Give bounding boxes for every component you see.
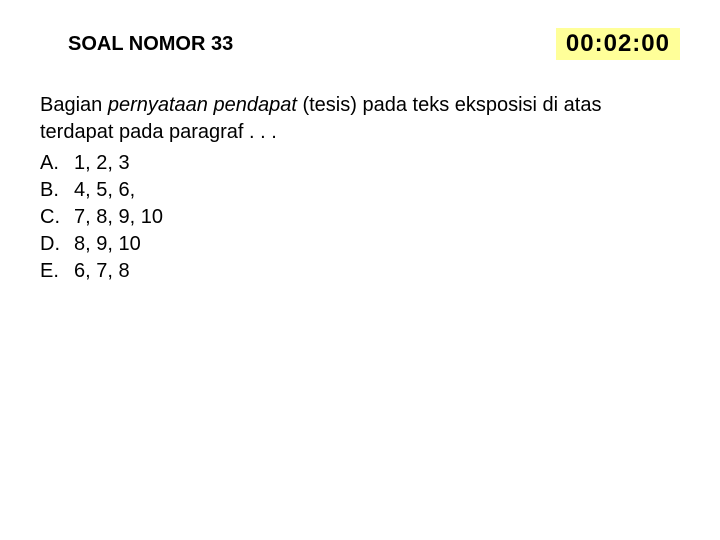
option-letter: E. — [40, 258, 74, 285]
question-italic: pernyataan pendapat — [108, 94, 297, 116]
option-e[interactable]: E. 6, 7, 8 — [40, 258, 680, 285]
option-text: 1, 2, 3 — [74, 150, 130, 177]
option-b[interactable]: B. 4, 5, 6, — [40, 177, 680, 204]
header-row: SOAL NOMOR 33 00:02:00 — [0, 0, 720, 60]
question-number-title: SOAL NOMOR 33 — [68, 33, 233, 56]
countdown-timer: 00:02:00 — [556, 28, 680, 60]
question-content: Bagian pernyataan pendapat (tesis) pada … — [0, 60, 720, 285]
option-letter: A. — [40, 150, 74, 177]
option-letter: C. — [40, 204, 74, 231]
option-text: 6, 7, 8 — [74, 258, 130, 285]
option-d[interactable]: D. 8, 9, 10 — [40, 231, 680, 258]
option-letter: B. — [40, 177, 74, 204]
option-letter: D. — [40, 231, 74, 258]
option-a[interactable]: A. 1, 2, 3 — [40, 150, 680, 177]
option-c[interactable]: C. 7, 8, 9, 10 — [40, 204, 680, 231]
option-text: 8, 9, 10 — [74, 231, 141, 258]
option-text: 7, 8, 9, 10 — [74, 204, 163, 231]
question-text: Bagian pernyataan pendapat (tesis) pada … — [40, 92, 680, 146]
options-list: A. 1, 2, 3 B. 4, 5, 6, C. 7, 8, 9, 10 D.… — [40, 150, 680, 285]
question-prefix: Bagian — [40, 94, 108, 116]
option-text: 4, 5, 6, — [74, 177, 135, 204]
